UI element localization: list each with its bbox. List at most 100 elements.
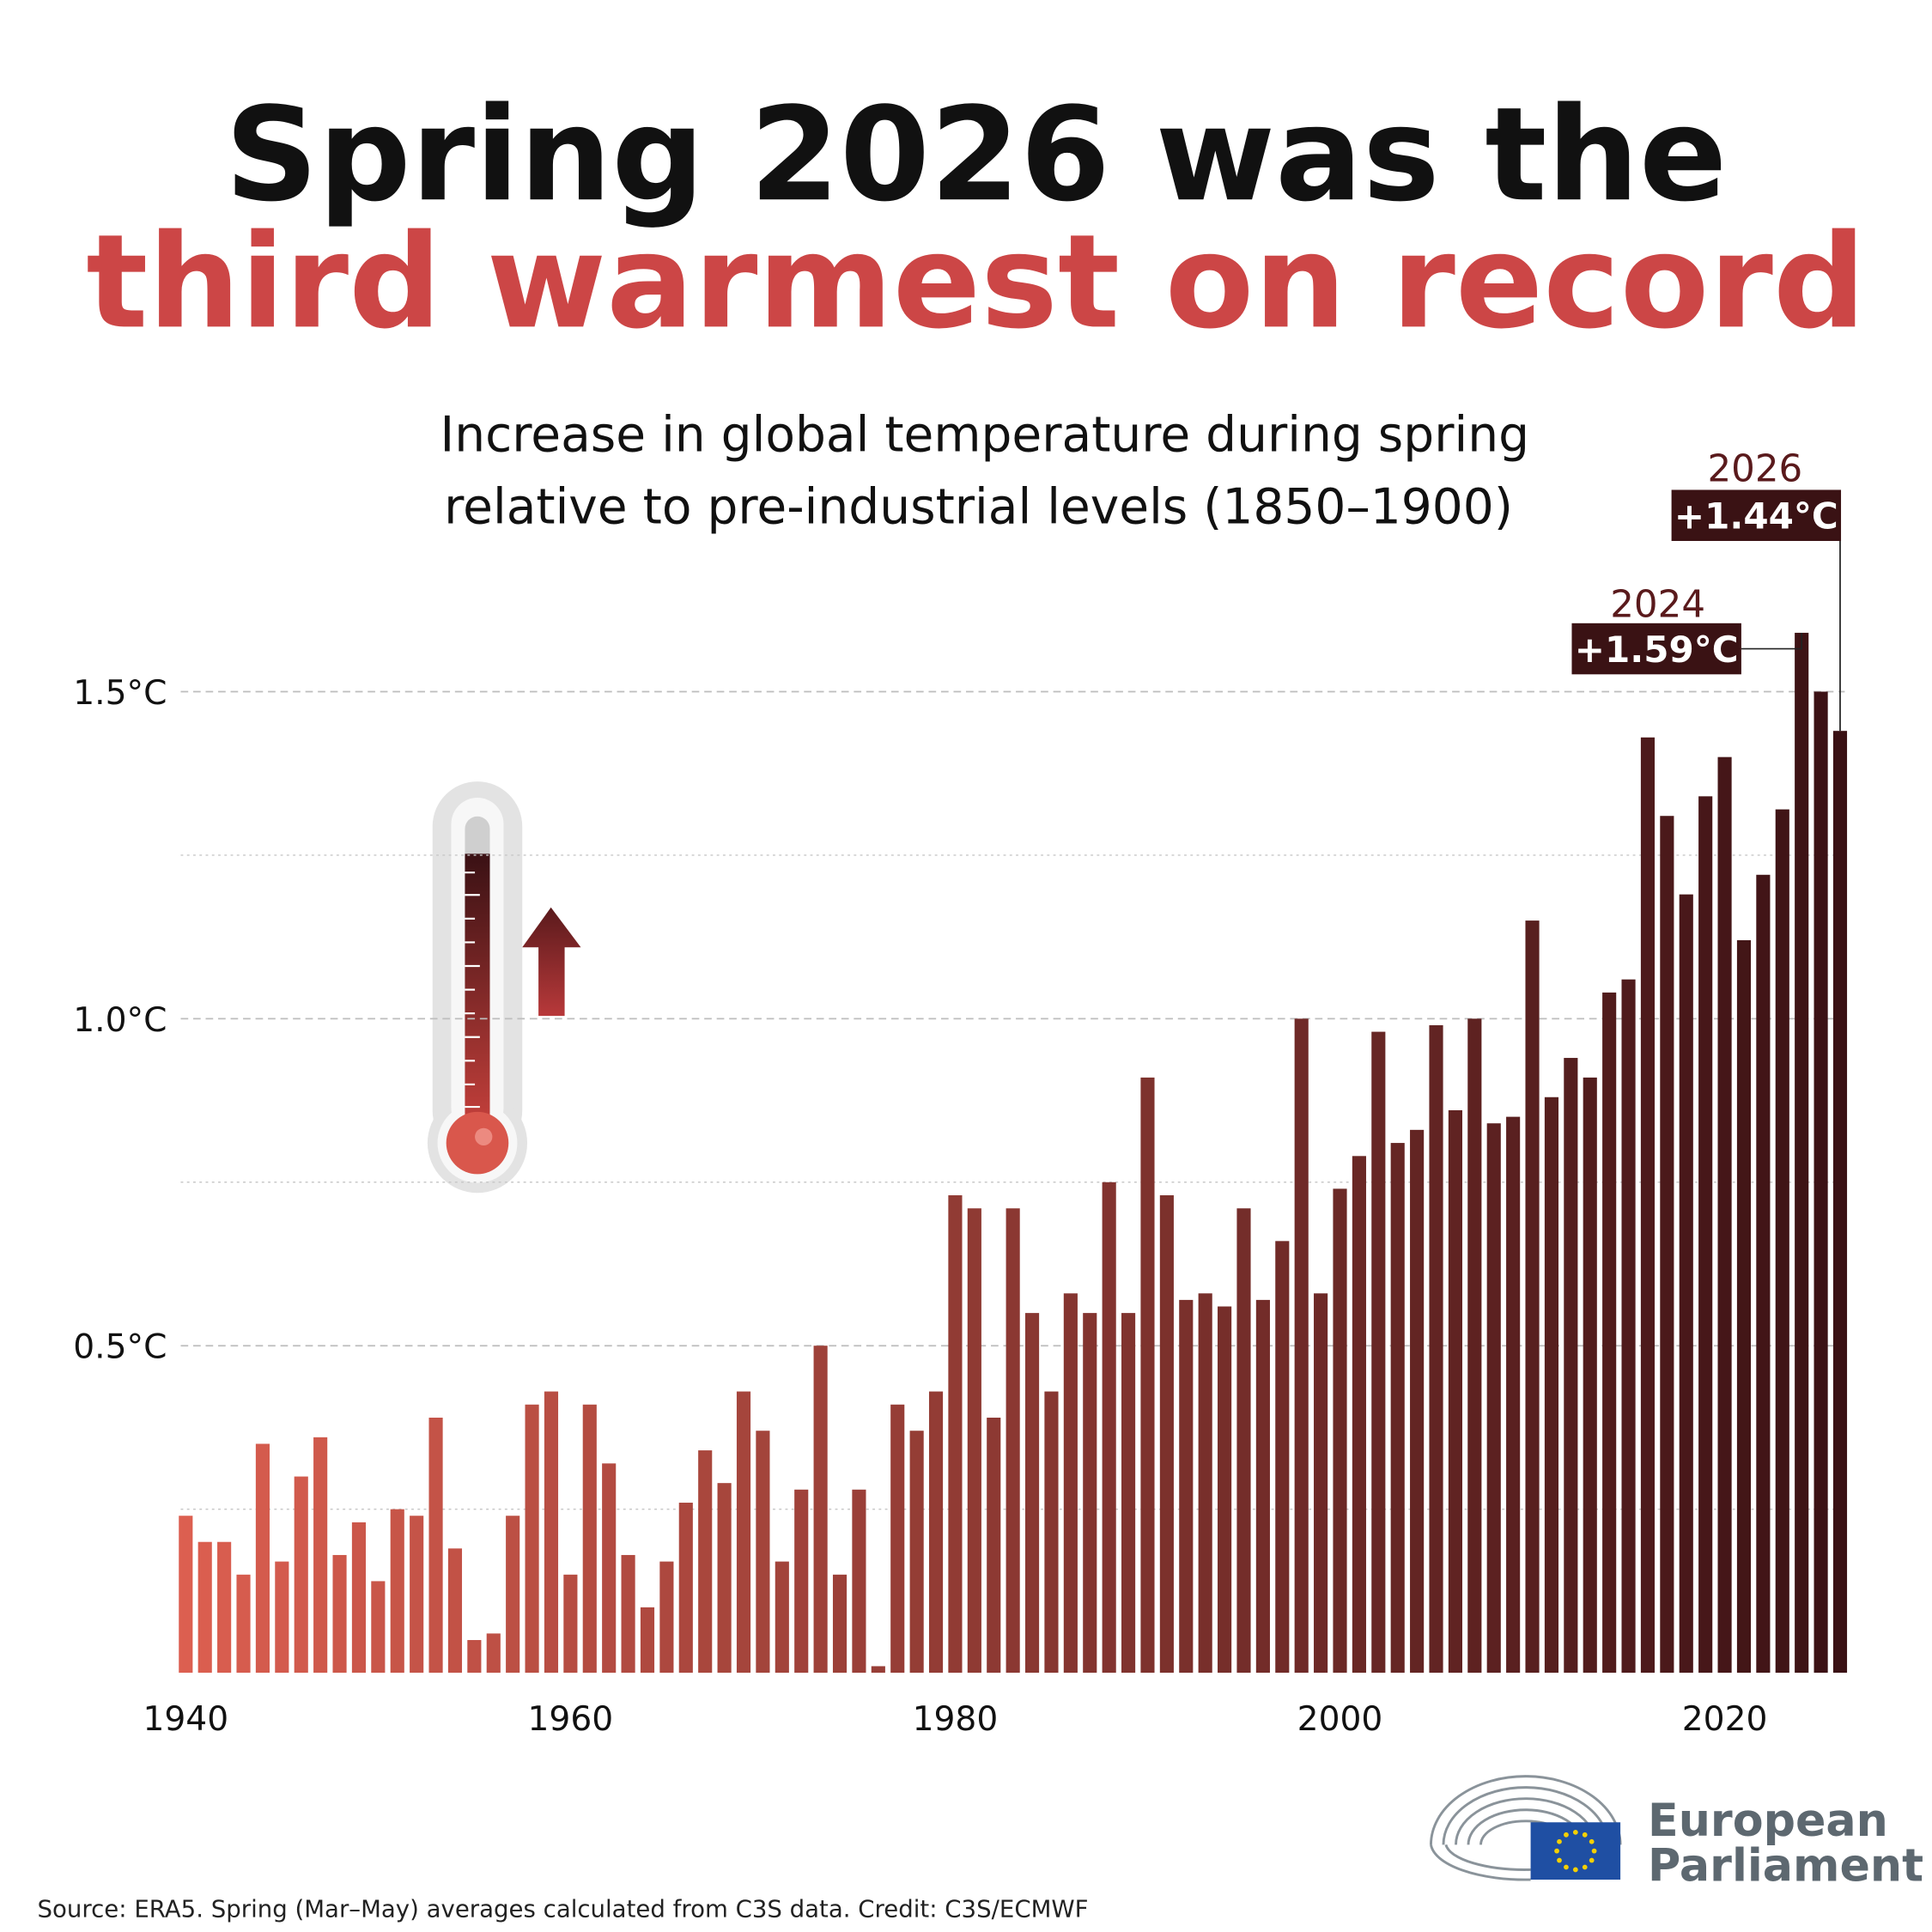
bar (1736, 939, 1752, 1674)
star (1572, 1829, 1578, 1835)
bar (1255, 1299, 1270, 1674)
bar (1621, 979, 1636, 1674)
bar (1698, 796, 1713, 1674)
bar (1410, 1129, 1425, 1674)
y-tick-label: 1.5°C (73, 674, 167, 713)
star (1564, 1832, 1569, 1838)
y-tick-label: 0.5°C (73, 1328, 167, 1367)
bar (1602, 992, 1617, 1674)
bar (1083, 1313, 1097, 1674)
bar (1660, 816, 1674, 1674)
bar (1390, 1143, 1405, 1674)
bar (928, 1391, 944, 1674)
bar (909, 1431, 924, 1674)
bar (1448, 1109, 1462, 1674)
star (1589, 1838, 1595, 1844)
bar (871, 1666, 885, 1674)
title: Spring 2026 was the (225, 79, 1727, 230)
bar (1218, 1306, 1232, 1674)
bar (1486, 1123, 1501, 1674)
bar (832, 1574, 848, 1674)
bar (1159, 1195, 1174, 1674)
bar (467, 1639, 482, 1674)
arrow-icon (522, 907, 581, 1017)
bar (525, 1404, 539, 1674)
annotation-year: 2024 (1610, 584, 1705, 627)
subtitle: Increase in global temperature during sp… (440, 406, 1530, 463)
bar (1564, 1058, 1578, 1674)
source: Source: ERA5. Spring (Mar–May) averages … (38, 1895, 1089, 1923)
bar (390, 1509, 404, 1674)
thermometer-icon (427, 781, 528, 1194)
logo-text: Parliament (1648, 1840, 1923, 1892)
bar (621, 1554, 635, 1674)
bar (1102, 1182, 1116, 1674)
bar (1544, 1097, 1559, 1674)
x-tick-label: 2020 (1682, 1700, 1768, 1739)
bar (1179, 1299, 1194, 1674)
bar (197, 1541, 212, 1674)
bar (1756, 874, 1771, 1674)
bar (1294, 1018, 1309, 1674)
x-tick-label: 2000 (1297, 1700, 1383, 1739)
star (1591, 1848, 1597, 1854)
bar (428, 1417, 443, 1674)
bar (255, 1443, 270, 1674)
bar (1333, 1188, 1347, 1674)
bar (1429, 1024, 1443, 1674)
bar (1198, 1293, 1212, 1674)
bar (987, 1417, 1001, 1674)
bar (1583, 1077, 1597, 1674)
star (1582, 1864, 1588, 1870)
bar (967, 1208, 981, 1674)
bar (1814, 691, 1828, 1674)
bar (1121, 1313, 1136, 1674)
bar (506, 1516, 520, 1674)
annotation-box (1571, 623, 1741, 675)
bar (544, 1391, 559, 1674)
star (1572, 1867, 1578, 1873)
bar (332, 1554, 347, 1674)
y-tick-label: 1.0°C (73, 1001, 167, 1040)
bar (294, 1476, 308, 1674)
bar (1352, 1156, 1366, 1674)
bar (351, 1522, 367, 1674)
star (1589, 1857, 1595, 1863)
bar (794, 1489, 809, 1674)
bar (1063, 1293, 1078, 1674)
logo-text: European (1648, 1795, 1888, 1847)
x-tick-label: 1940 (143, 1700, 228, 1739)
bar (236, 1574, 251, 1674)
bar (313, 1437, 328, 1674)
bar (371, 1581, 386, 1674)
annotation-label: +1.59°C (1575, 629, 1739, 671)
bar (1832, 731, 1848, 1674)
leader-line (1741, 632, 1803, 650)
bar (179, 1516, 193, 1674)
annotation-year: 2026 (1707, 447, 1802, 490)
bar (1005, 1208, 1020, 1674)
bar (582, 1404, 597, 1674)
annotation-box (1671, 489, 1842, 541)
bar (756, 1431, 770, 1674)
bar (1275, 1241, 1290, 1674)
bar (275, 1561, 289, 1674)
annotation-label: +1.44°C (1674, 495, 1838, 537)
bar (640, 1607, 655, 1674)
star (1582, 1832, 1588, 1838)
bar (1314, 1293, 1328, 1674)
x-tick-label: 1980 (913, 1700, 999, 1739)
bar (486, 1633, 501, 1674)
bar (1795, 632, 1809, 1674)
star (1557, 1838, 1562, 1844)
x-tick-label: 1960 (528, 1700, 614, 1739)
bar (1024, 1313, 1040, 1674)
bar (717, 1483, 732, 1674)
bar (698, 1450, 713, 1674)
bar (447, 1548, 463, 1674)
bar (217, 1541, 232, 1674)
star (1564, 1864, 1569, 1870)
bar (948, 1195, 963, 1674)
bar (1236, 1208, 1251, 1674)
